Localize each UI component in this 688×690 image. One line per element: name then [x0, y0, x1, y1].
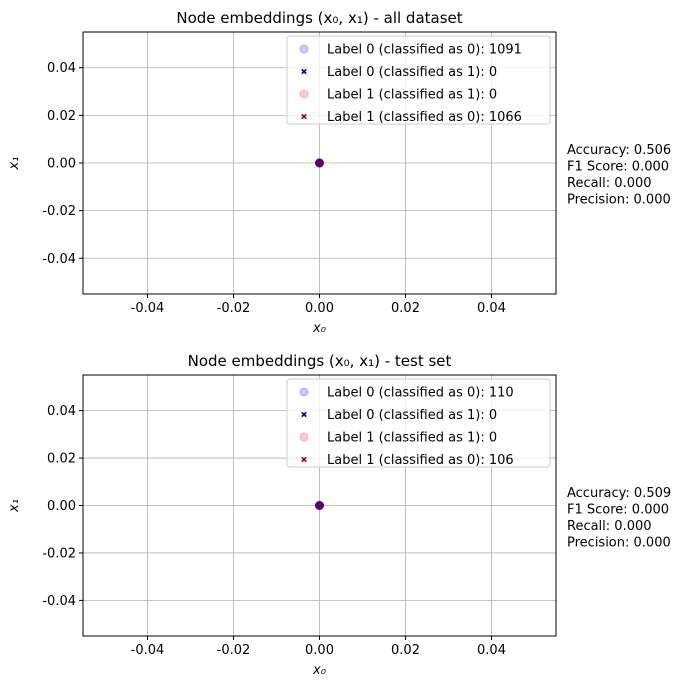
- y-tick-label: 0.02: [47, 452, 76, 467]
- chart-panel-2: -0.04 -0.02 0.00 0.02 0.04 -0.04 -0.02 0.00 0.02…: [7, 352, 671, 678]
- chart-title: Node embeddings (x₀, x₁) - test set: [188, 352, 452, 370]
- y-tick-label: 0.02: [47, 109, 76, 124]
- legend-entry-label: Label 1 (classified as 1): 0: [327, 431, 497, 446]
- legend-entry-label: Label 1 (classified as 1): 0: [327, 88, 497, 103]
- chart-panel-1: -0.04 -0.02 0.00 0.02 0.04 -0.04 -0.02 0.00 0.02…: [7, 9, 671, 336]
- x-tick-label: 0.02: [391, 301, 420, 316]
- legend-entry-label: Label 0 (classified as 1): 0: [327, 408, 497, 423]
- legend: Label 0 (classified as 0): 110 Label 0 (c…: [286, 378, 551, 468]
- legend-marker-circle: [299, 432, 309, 442]
- legend-marker-circle: [299, 387, 309, 397]
- chart-title: Node embeddings (x₀, x₁) - all dataset: [176, 9, 462, 27]
- x-tick-label: 0.04: [477, 301, 506, 316]
- legend-box: [286, 35, 551, 125]
- x-tick-label: -0.02: [217, 643, 251, 658]
- metric-label: Recall: 0.000: [567, 176, 652, 191]
- legend-marker-x: [301, 411, 307, 418]
- legend-box: [286, 378, 551, 468]
- metric-label: Accuracy: 0.506: [567, 143, 671, 158]
- y-tick-label: 0.04: [47, 404, 76, 419]
- legend-entry-label: Label 0 (classified as 0): 1091: [327, 43, 522, 58]
- metric-label: F1 Score: 0.000: [567, 503, 669, 518]
- x-axis-label: x₀: [312, 663, 327, 678]
- legend-marker-x: [301, 68, 307, 75]
- x-tick-label: -0.02: [217, 301, 251, 316]
- y-tick-label: 0.00: [47, 499, 76, 514]
- y-axis-label: x₁: [7, 157, 22, 171]
- legend-marker-circle: [299, 89, 309, 99]
- legend-entry-label: Label 1 (classified as 0): 106: [327, 453, 514, 468]
- x-tick-label: -0.04: [131, 643, 165, 658]
- y-tick-label: 0.00: [47, 157, 76, 172]
- x-tick-label: 0.00: [305, 301, 334, 316]
- y-tick-label: -0.02: [42, 204, 76, 219]
- y-tick-label: -0.04: [42, 594, 76, 609]
- data-point-x: [315, 159, 324, 167]
- legend-marker-x: [301, 456, 307, 463]
- y-tick-label: -0.02: [42, 546, 76, 561]
- x-tick-label: -0.04: [131, 301, 165, 316]
- legend-entry-label: Label 1 (classified as 0): 1066: [327, 110, 522, 125]
- metric-label: Recall: 0.000: [567, 519, 652, 534]
- x-tick-label: 0.04: [477, 643, 506, 658]
- y-tick-label: 0.04: [47, 61, 76, 76]
- legend-entry-label: Label 0 (classified as 1): 0: [327, 65, 497, 80]
- legend-entry-label: Label 0 (classified as 0): 110: [327, 386, 514, 401]
- y-axis-label: x₁: [7, 499, 22, 513]
- metric-label: Precision: 0.000: [567, 193, 671, 208]
- legend-marker-x: [301, 113, 307, 120]
- legend-marker-circle: [299, 44, 309, 54]
- metric-label: Accuracy: 0.509: [567, 486, 671, 501]
- data-point-x: [315, 501, 324, 510]
- legend: Label 0 (classified as 0): 1091 Label 0 (…: [286, 35, 551, 125]
- x-tick-label: 0.02: [391, 643, 420, 658]
- metric-label: Precision: 0.000: [567, 536, 671, 551]
- x-tick-label: 0.00: [305, 643, 334, 658]
- y-tick-label: -0.04: [42, 252, 76, 267]
- x-axis-label: x₀: [312, 321, 327, 336]
- metric-label: F1 Score: 0.000: [567, 160, 669, 175]
